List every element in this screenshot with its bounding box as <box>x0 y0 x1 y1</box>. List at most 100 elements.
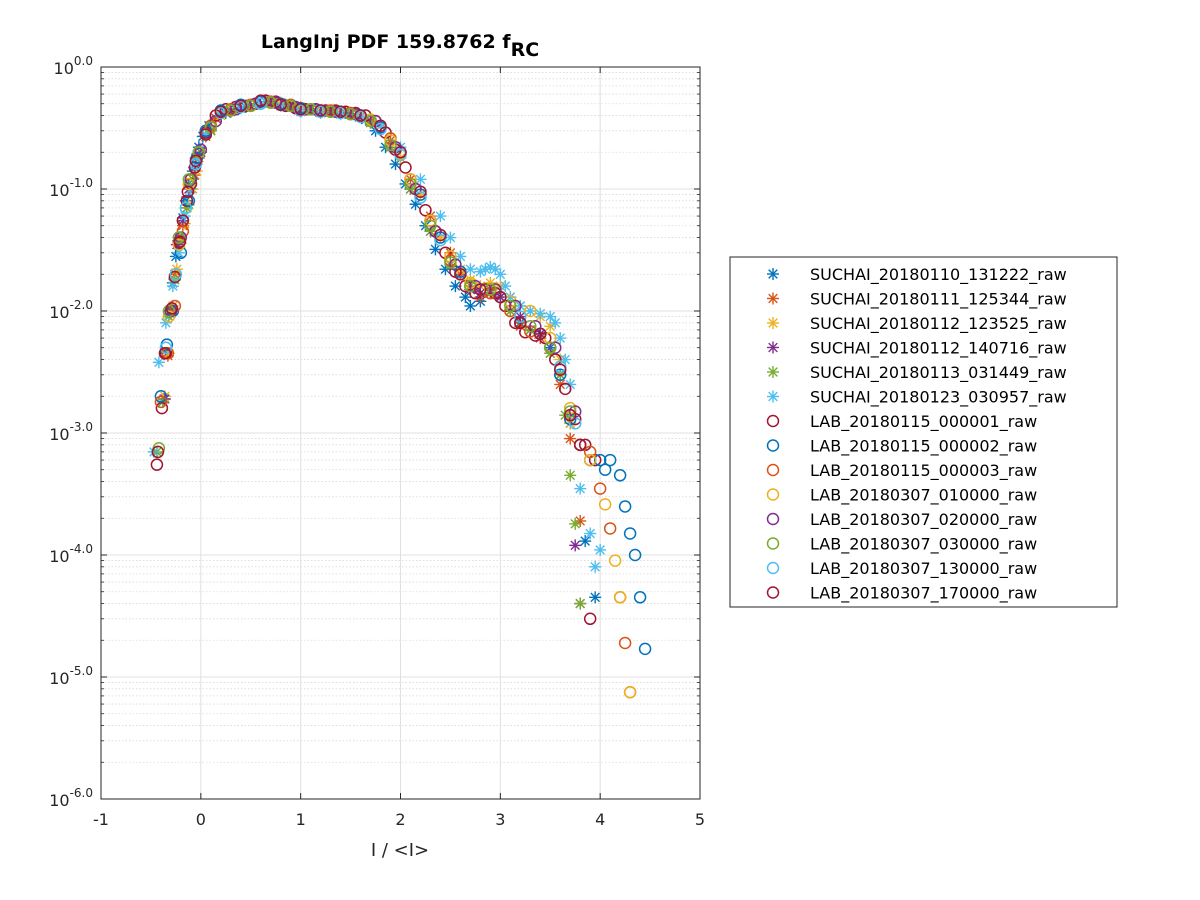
data-point-circle <box>189 154 203 168</box>
data-point-circle <box>150 458 164 471</box>
data-point-circle <box>633 591 647 604</box>
y-tick-base: 10 <box>54 59 74 78</box>
legend-label: SUCHAI_20180123_030957_raw <box>810 388 1067 408</box>
data-point-circle <box>399 161 412 174</box>
data-point-circle <box>414 191 427 204</box>
data-point-circle <box>628 548 642 562</box>
data-point-circle <box>509 299 522 313</box>
legend-item: LAB_20180115_000002_raw <box>766 437 1037 457</box>
data-point-circle <box>603 453 617 467</box>
data-point-circle <box>563 408 577 422</box>
data-point-circle <box>234 99 248 113</box>
x-tick-label: 1 <box>296 810 306 829</box>
data-point-circle <box>194 143 208 156</box>
legend-label: LAB_20180115_000002_raw <box>810 437 1037 457</box>
data-point-star <box>409 198 422 211</box>
legend-marker-circle <box>766 414 780 428</box>
legend-marker-circle <box>766 439 780 452</box>
legend-item: SUCHAI_20180112_123525_raw <box>767 314 1067 334</box>
data-point-circle <box>151 445 165 459</box>
data-point-circle <box>563 405 577 418</box>
data-point-circle <box>162 310 176 323</box>
data-point-circle <box>192 146 206 159</box>
y-tick-exponent: 0.0 <box>74 54 93 68</box>
data-point-circle <box>189 157 203 171</box>
data-point-star <box>464 263 477 276</box>
data-point-circle <box>434 228 447 242</box>
y-tick-exponent: -5.0 <box>70 664 93 678</box>
legend-label: LAB_20180115_000001_raw <box>810 412 1037 432</box>
legend-marker-star <box>767 341 779 354</box>
legend-box <box>729 256 1118 608</box>
data-point-circle <box>514 316 527 330</box>
data-point-circle <box>608 554 622 567</box>
y-tick-label: 10-4.0 <box>49 542 93 566</box>
data-point-star <box>464 299 477 312</box>
data-point-circle <box>414 185 427 198</box>
legend-marker-circle <box>766 561 780 575</box>
data-point-circle <box>618 500 632 513</box>
legend-marker-star <box>767 292 779 305</box>
data-point-star <box>152 356 165 369</box>
data-point-circle <box>419 203 432 217</box>
data-point-star <box>459 291 472 304</box>
data-point-star <box>499 280 512 293</box>
data-point-circle <box>294 103 307 116</box>
data-point-circle <box>583 612 597 626</box>
data-point-circle <box>181 185 195 198</box>
legend-marker-circle <box>766 586 780 599</box>
data-point-circle <box>354 109 367 122</box>
data-point-circle <box>169 268 183 281</box>
legend-marker-star <box>767 268 779 280</box>
data-point-circle <box>598 463 612 476</box>
y-tick-base: 10 <box>49 669 69 688</box>
legend-item: SUCHAI_20180110_131222_raw <box>767 265 1067 285</box>
legend-label: LAB_20180307_030000_raw <box>810 535 1037 555</box>
data-point-circle <box>553 368 567 382</box>
data-point-star <box>594 543 607 556</box>
data-point-circle <box>162 304 176 318</box>
data-point-circle <box>603 522 617 535</box>
data-point-circle <box>444 256 457 269</box>
data-point-star <box>584 527 597 540</box>
x-tick-label: 5 <box>695 810 705 829</box>
data-point-star <box>534 307 547 320</box>
data-point-star <box>429 243 442 256</box>
data-point-circle <box>394 146 407 159</box>
data-point-circle <box>182 194 196 208</box>
data-point-circle <box>623 527 637 540</box>
legend-marker-circle <box>766 463 780 477</box>
y-tick-label: 10-2.0 <box>49 298 93 322</box>
legend: SUCHAI_20180110_131222_raw SUCHAI_2018011… <box>729 256 1118 608</box>
y-tick-base: 10 <box>49 303 69 322</box>
axis-ticks <box>100 66 701 800</box>
data-point-circle <box>558 382 572 396</box>
legend-label: SUCHAI_20180113_031449_raw <box>810 363 1067 383</box>
data-point-circle <box>638 642 652 656</box>
legend-marker-circle <box>766 488 780 501</box>
y-tick-exponent: -1.0 <box>70 176 93 190</box>
legend-label: LAB_20180307_130000_raw <box>810 559 1037 579</box>
data-point-circle <box>161 347 175 360</box>
legend-label: SUCHAI_20180111_125344_raw <box>810 290 1067 310</box>
data-point-circle <box>573 438 587 452</box>
legend-item: LAB_20180115_000001_raw <box>766 412 1037 432</box>
data-point-circle <box>484 283 497 296</box>
data-point-circle <box>314 104 327 117</box>
data-point-circle <box>583 453 597 467</box>
y-tick-exponent: -2.0 <box>70 298 93 312</box>
series-14 <box>151 94 597 626</box>
data-point-circle <box>154 395 168 409</box>
data-point-circle <box>553 360 567 373</box>
legend-item: LAB_20180307_170000_raw <box>766 584 1037 604</box>
x-axis-label: I / <I> <box>371 840 429 861</box>
y-tick-base: 10 <box>49 791 69 810</box>
x-tick-label: 3 <box>495 810 505 829</box>
data-point-circle <box>593 482 607 495</box>
data-point-circle <box>424 219 437 232</box>
data-point-circle <box>454 268 467 281</box>
y-tick-label: 10-6.0 <box>49 786 93 810</box>
x-tick-label: 4 <box>595 810 605 829</box>
data-point-star <box>524 305 537 317</box>
